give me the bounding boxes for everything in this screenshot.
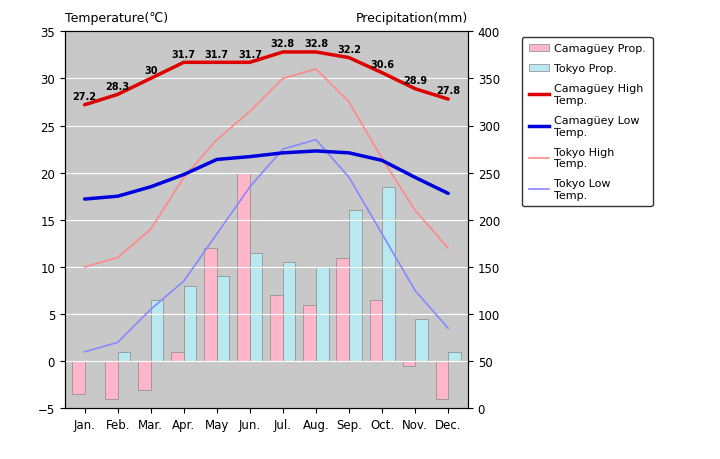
- Legend: Camagüey Prop., Tokyo Prop., Camagüey High
Temp., Camagüey Low
Temp., Tokyo High: Camagüey Prop., Tokyo Prop., Camagüey Hi…: [522, 38, 653, 207]
- Text: 30: 30: [144, 66, 158, 75]
- Bar: [382, 187, 395, 362]
- Bar: [271, 296, 283, 362]
- Bar: [316, 267, 328, 362]
- Text: 30.6: 30.6: [370, 60, 394, 70]
- Text: 31.7: 31.7: [172, 50, 196, 59]
- Bar: [184, 286, 197, 362]
- Bar: [303, 305, 316, 362]
- Text: 28.3: 28.3: [106, 81, 130, 91]
- Bar: [436, 362, 448, 399]
- Bar: [448, 352, 461, 362]
- Bar: [171, 352, 184, 362]
- Text: 32.8: 32.8: [304, 39, 328, 49]
- Bar: [138, 362, 150, 390]
- Text: Precipitation(mm): Precipitation(mm): [356, 11, 468, 25]
- Bar: [204, 249, 217, 362]
- Bar: [349, 211, 361, 362]
- Bar: [250, 253, 262, 362]
- Bar: [150, 300, 163, 362]
- Text: 32.8: 32.8: [271, 39, 295, 49]
- Bar: [369, 300, 382, 362]
- Text: 27.2: 27.2: [73, 92, 96, 102]
- Bar: [72, 362, 85, 394]
- Text: 28.9: 28.9: [403, 76, 427, 86]
- Text: 31.7: 31.7: [238, 50, 262, 59]
- Bar: [117, 352, 130, 362]
- Bar: [402, 362, 415, 366]
- Bar: [217, 277, 230, 362]
- Bar: [336, 258, 349, 362]
- Bar: [283, 263, 295, 362]
- Bar: [238, 173, 250, 362]
- Bar: [415, 319, 428, 362]
- Text: 27.8: 27.8: [436, 86, 460, 96]
- Text: 31.7: 31.7: [204, 50, 229, 59]
- Text: 32.2: 32.2: [337, 45, 361, 55]
- Text: Temperature(℃): Temperature(℃): [65, 11, 168, 25]
- Bar: [105, 362, 117, 399]
